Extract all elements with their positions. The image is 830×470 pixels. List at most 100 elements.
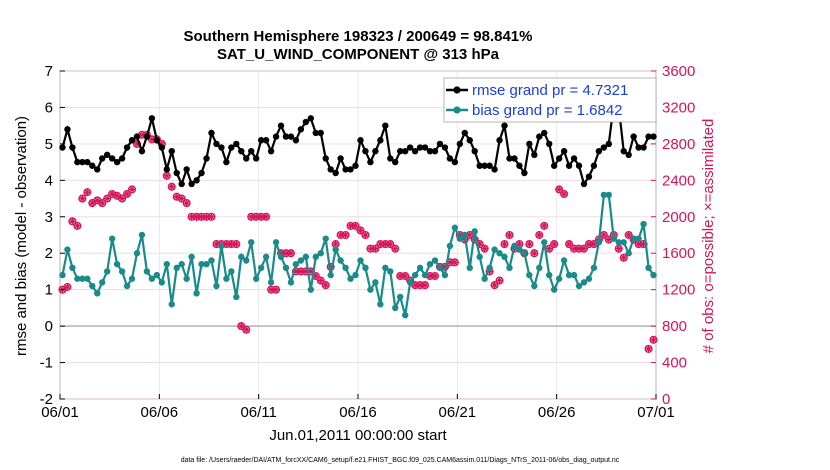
obs-assimilated-marker	[317, 277, 324, 284]
series-point-rmse	[113, 158, 121, 166]
legend-label-bias: bias grand pr = 1.6842	[472, 102, 623, 119]
series-point-bias	[238, 253, 245, 261]
y-tick-label: 1	[45, 282, 53, 299]
series-point-rmse	[421, 144, 429, 151]
series-point-bias	[506, 264, 513, 271]
obs-assimilated-marker	[561, 190, 568, 198]
series-point-rmse	[496, 137, 503, 144]
series-point-bias	[277, 253, 285, 261]
series-point-bias	[610, 235, 617, 242]
series-point-rmse	[262, 137, 270, 144]
series-point-rmse	[168, 147, 175, 155]
obs-assimilated-marker	[501, 241, 508, 248]
series-point-bias	[203, 260, 210, 268]
series-point-rmse	[118, 155, 126, 162]
series-point-rmse	[550, 162, 558, 169]
obs-assimilated-marker	[123, 190, 131, 198]
y-tick-label: -2	[40, 391, 53, 408]
series-point-bias	[267, 279, 275, 286]
obs-count-point	[167, 182, 176, 191]
series-point-bias	[526, 271, 533, 279]
obs-assimilated-marker	[84, 189, 91, 196]
obs-count-point	[162, 171, 171, 180]
series-point-rmse	[213, 140, 220, 148]
series-point-rmse	[248, 147, 255, 155]
series-point-rmse	[193, 177, 200, 184]
series-point-rmse	[401, 147, 409, 155]
obs-count-point	[579, 244, 589, 253]
series-point-bias	[605, 191, 613, 199]
obs-count-point	[63, 282, 72, 291]
series-point-bias	[436, 264, 444, 271]
obs-assimilated-marker	[342, 231, 349, 239]
legend-box	[443, 77, 657, 123]
y-tick-label: 2	[45, 245, 53, 262]
series-point-bias	[416, 264, 424, 271]
series-point-bias	[74, 275, 81, 282]
series-point-rmse	[188, 180, 195, 188]
series-point-bias	[446, 242, 454, 250]
series-point-bias	[406, 279, 414, 286]
y-tick-label: -1	[40, 355, 53, 372]
series-point-bias	[168, 301, 175, 308]
obs-count-point	[123, 189, 132, 199]
series-point-bias	[630, 235, 637, 242]
series-point-bias	[282, 264, 290, 271]
obs-count-point	[480, 244, 489, 253]
series-point-bias	[635, 235, 642, 242]
series-point-rmse	[546, 140, 553, 148]
series-point-rmse	[64, 126, 71, 133]
series-point-bias	[501, 253, 508, 261]
series-point-bias	[536, 264, 543, 271]
series-point-rmse	[94, 166, 101, 173]
obs-assimilated-marker	[99, 200, 106, 207]
series-point-rmse	[203, 155, 210, 162]
y-tick-label: 5	[45, 136, 53, 153]
x-tick-label: 06/26	[538, 404, 576, 421]
obs-assimilated-marker	[556, 186, 563, 193]
series-point-rmse	[630, 133, 637, 140]
series-point-bias	[178, 260, 185, 268]
obs-assimilated-marker	[178, 195, 185, 202]
obs-assimilated-marker	[372, 245, 379, 252]
series-point-bias	[570, 271, 578, 279]
series-point-bias	[59, 271, 66, 279]
series-point-rmse	[327, 166, 334, 173]
obs-assimilated-marker	[118, 195, 126, 202]
obs-count-point	[361, 230, 370, 240]
y-tick-label: 4	[45, 172, 53, 189]
series-point-rmse	[411, 147, 419, 155]
series-point-rmse	[79, 158, 86, 166]
series-point-rmse	[397, 147, 404, 155]
obs-assimilated-marker	[387, 241, 394, 248]
obs-count-point	[525, 240, 534, 249]
y2-tick-label: 1200	[662, 282, 695, 299]
series-point-bias	[615, 239, 622, 246]
obs-count-point	[420, 281, 430, 290]
y-tick-label: 7	[45, 63, 53, 80]
series-point-bias	[252, 275, 260, 282]
obs-assimilated-marker	[243, 326, 250, 333]
obs-count-point	[237, 322, 246, 331]
series-point-bias	[461, 231, 468, 239]
series-point-bias	[580, 279, 588, 286]
series-point-rmse	[158, 144, 166, 151]
series-point-rmse	[103, 151, 111, 159]
series-point-rmse	[362, 147, 369, 155]
series-point-rmse	[471, 147, 478, 155]
series-point-bias	[84, 275, 91, 282]
series-point-bias	[223, 275, 230, 282]
series-point-bias	[332, 246, 339, 253]
series-point-rmse	[163, 166, 170, 173]
obs-assimilated-marker	[79, 195, 86, 202]
obs-count-point	[73, 221, 82, 230]
series-point-rmse	[382, 122, 389, 129]
series-point-bias	[595, 239, 603, 246]
series-point-rmse	[133, 133, 141, 140]
series-point-rmse	[441, 144, 449, 151]
series-point-rmse	[312, 129, 319, 137]
series-point-bias	[546, 271, 553, 279]
series-point-bias	[392, 304, 399, 312]
obs-count-point	[619, 253, 628, 262]
obs-assimilated-marker	[551, 241, 558, 248]
